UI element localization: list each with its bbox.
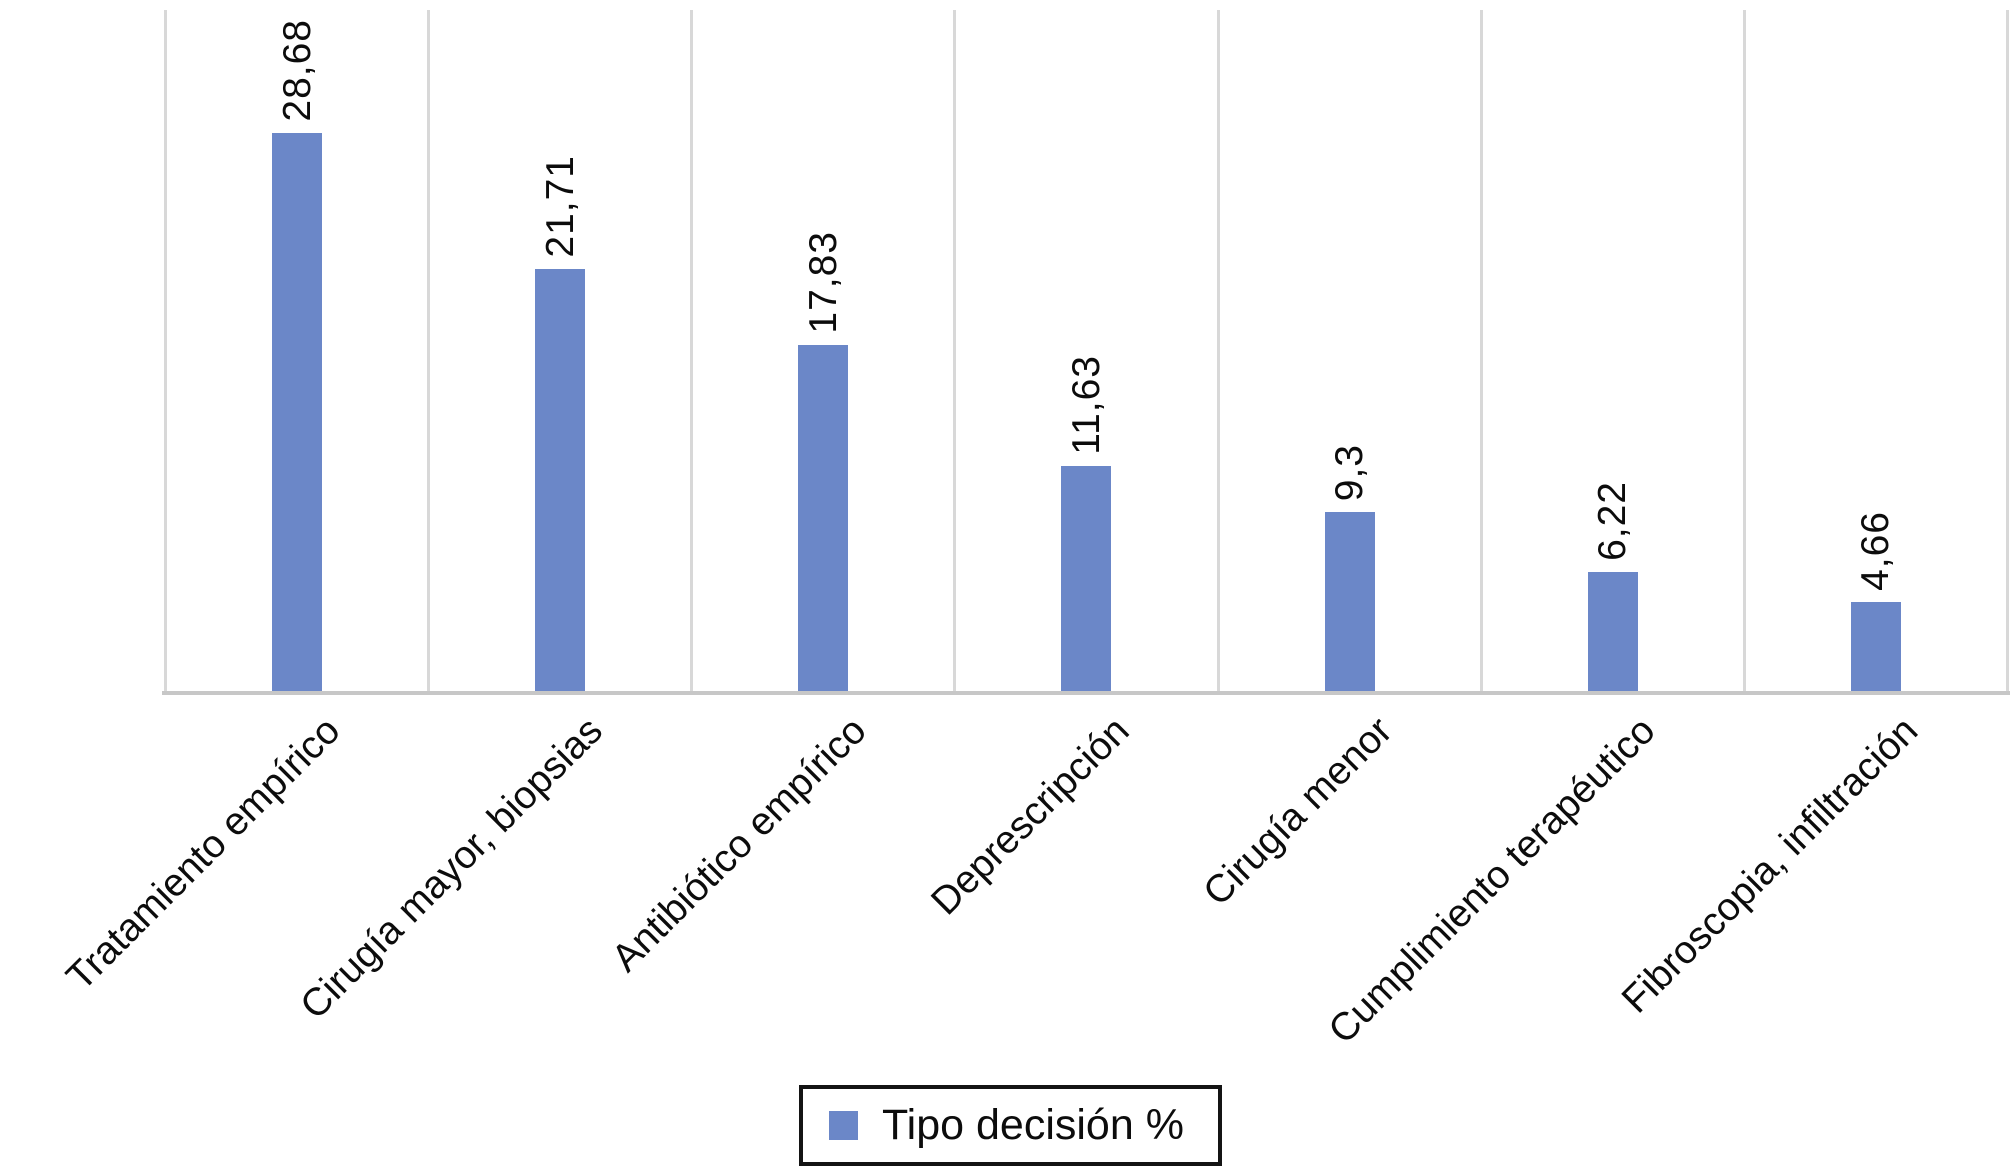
- bar: [798, 345, 849, 693]
- bar: [1324, 512, 1375, 693]
- chart-column: 11,63: [953, 10, 1216, 693]
- category-label: Fibroscopia, infiltración: [1613, 709, 1927, 1022]
- category-label: Cumplimiento terapéutico: [1320, 709, 1664, 1053]
- category-label: Cirugía menor: [1195, 709, 1401, 915]
- bar-value-label: 9,3: [1328, 443, 1372, 501]
- bar: [1850, 602, 1901, 693]
- bar-value-label: 21,71: [538, 155, 582, 258]
- chart-column: 17,83: [690, 10, 953, 693]
- bar-value-label: 11,63: [1064, 355, 1108, 455]
- category-label: Deprescripción: [923, 709, 1138, 924]
- category-label: Tratamiento empírico: [58, 709, 349, 999]
- legend-label: Tipo decisión %: [882, 1101, 1184, 1149]
- x-axis-line: [162, 691, 2010, 695]
- bar: [272, 133, 323, 693]
- bar: [535, 269, 586, 693]
- bar: [1061, 466, 1112, 693]
- chart-column: 9,3: [1216, 10, 1480, 693]
- category-label: Cirugía mayor, biopsias: [292, 709, 612, 1028]
- chart-column: 6,22: [1479, 10, 1743, 693]
- legend: Tipo decisión %: [799, 1085, 1222, 1166]
- chart-column: 4,66: [1742, 10, 2006, 693]
- bar-value-label: 17,83: [801, 231, 845, 334]
- bar-value-label: 6,22: [1591, 481, 1635, 561]
- chart-column: 28,68: [164, 10, 427, 693]
- plot-area: 28,68 21,71 17,83 11,63 9,3 6,22 4,66: [164, 10, 2009, 693]
- chart-column: 21,71: [427, 10, 690, 693]
- bar-value-label: 28,68: [275, 19, 319, 122]
- bar-value-label: 4,66: [1854, 511, 1898, 591]
- bar: [1587, 572, 1638, 693]
- legend-swatch-icon: [829, 1111, 858, 1140]
- category-label: Antibiótico empírico: [603, 709, 875, 981]
